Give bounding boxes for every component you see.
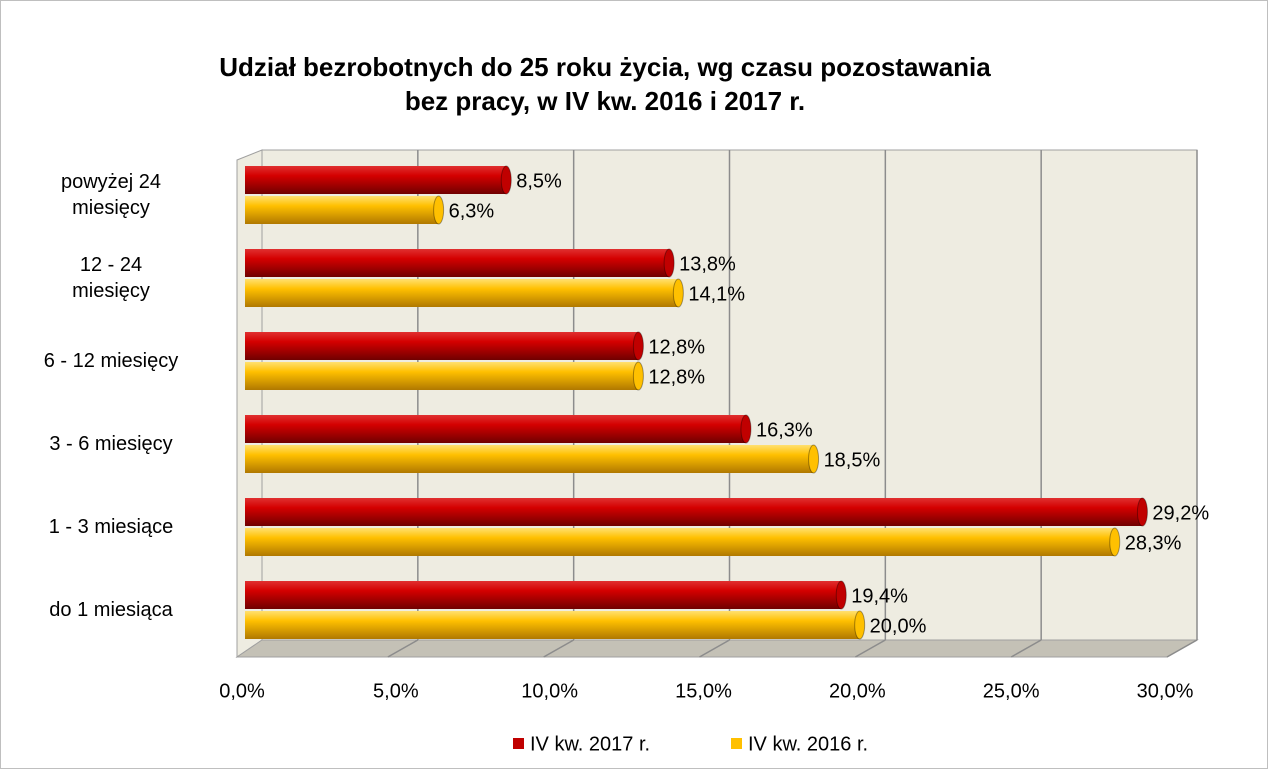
bar: [245, 332, 639, 360]
floor: [235, 639, 1199, 658]
bar: [245, 498, 1143, 526]
grid-line-floor: [1010, 639, 1042, 658]
grid-line-floor: [699, 639, 730, 658]
x-tick-label: 25,0%: [983, 680, 1040, 702]
bar: [245, 166, 507, 194]
bar: [245, 611, 860, 639]
bar-cap: [808, 444, 820, 474]
legend-label: IV kw. 2017 r.: [530, 733, 650, 755]
data-label: 29,2%: [1152, 502, 1209, 524]
data-label: 14,1%: [688, 283, 745, 305]
legend-label: IV kw. 2016 r.: [748, 733, 868, 755]
bar: [245, 279, 679, 307]
y-tick-label: 3 - 6 miesięcy: [49, 433, 173, 455]
x-tick-label: 15,0%: [675, 680, 732, 702]
x-tick-label: 30,0%: [1137, 680, 1194, 702]
bar-cap: [632, 331, 644, 361]
data-label: 28,3%: [1125, 532, 1182, 554]
y-tick-label: 1 - 3 miesiące: [48, 516, 174, 538]
data-label: 8,5%: [516, 170, 562, 192]
bar-cap: [632, 361, 644, 391]
grid-line-floor: [1166, 639, 1198, 658]
bar-cap: [1136, 497, 1148, 527]
bar-cap: [433, 195, 445, 225]
bar: [245, 581, 842, 609]
chart-title: Udział bezrobotnych do 25 roku życia, wg…: [219, 52, 991, 116]
data-label: 6,3%: [449, 200, 495, 222]
bar-cap: [740, 414, 752, 444]
x-tick-label: 10,0%: [521, 680, 578, 702]
data-label: 16,3%: [756, 419, 813, 441]
bar-cap: [1109, 527, 1121, 557]
y-tick-label: do 1 miesiąca: [49, 599, 173, 621]
legend-swatch: [513, 738, 524, 749]
bar: [245, 249, 670, 277]
bar: [245, 445, 814, 473]
grid-line-floor: [854, 639, 886, 658]
data-label: 20,0%: [870, 615, 927, 637]
y-tick-label: 6 - 12 miesięcy: [43, 350, 179, 372]
data-label: 12,8%: [648, 336, 705, 358]
bar-cap: [835, 580, 847, 610]
bar: [245, 528, 1115, 556]
y-tick-label: powyżej 24 miesięcy: [60, 171, 162, 219]
bar: [245, 196, 439, 224]
legend-swatch: [731, 738, 742, 749]
grid-line-floor: [387, 639, 419, 658]
x-tick-label: 0,0%: [219, 680, 265, 702]
bar-cap: [672, 278, 684, 308]
bar-cap: [663, 248, 675, 278]
bar-cap: [500, 165, 512, 195]
bar-cap: [854, 610, 866, 640]
side-wall: [236, 149, 263, 658]
grid-line-floor: [543, 639, 575, 658]
data-label: 18,5%: [824, 449, 881, 471]
x-tick-label: 20,0%: [829, 680, 886, 702]
data-label: 12,8%: [648, 366, 705, 388]
x-tick-label: 5,0%: [373, 680, 419, 702]
bar: [245, 362, 639, 390]
y-tick-label: 12 - 24 miesięcy: [72, 254, 150, 302]
data-label: 19,4%: [851, 585, 908, 607]
bar: [245, 415, 746, 443]
data-label: 13,8%: [679, 253, 736, 275]
